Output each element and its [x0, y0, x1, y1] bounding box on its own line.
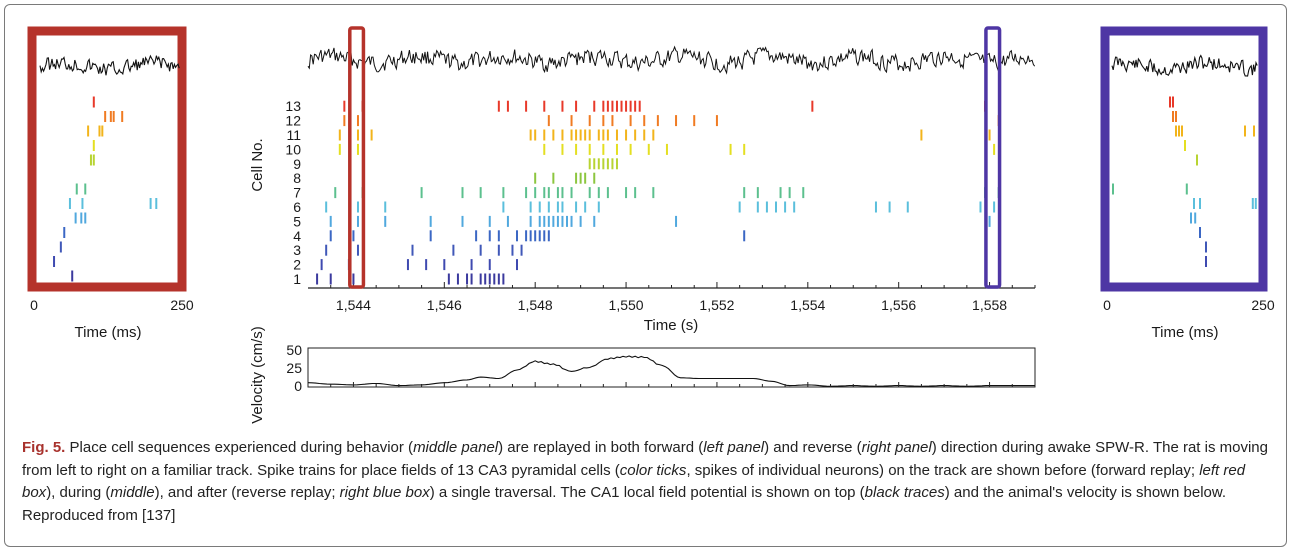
raster-ylabel: Cell No.	[249, 138, 266, 191]
figure-label: Fig. 5.	[22, 439, 66, 456]
figure-graphic: 0 250 Time (ms) 1,544 1,546 1,548 1,550 1,55…	[27, 26, 1275, 424]
cell-label: 2	[293, 257, 301, 273]
caption-segment: ), and after (reverse replay;	[154, 484, 340, 501]
behavior-lfp-trace	[307, 45, 1036, 75]
caption-segment: black traces	[864, 484, 945, 501]
cell-label: 3	[293, 242, 301, 258]
reverse-replay-panel: 0 250 Time (ms)	[1100, 26, 1275, 341]
caption-segment: middle	[110, 484, 155, 501]
velocity-ytick-0: 0	[294, 378, 302, 394]
cell-label: 8	[293, 170, 301, 186]
velocity-ytick-25: 25	[286, 360, 302, 376]
velocity-ytick-50: 50	[286, 342, 302, 358]
forward-replay-panel: 0 250 Time (ms)	[27, 26, 194, 341]
cell-label: 10	[285, 141, 301, 157]
caption-segment: ) direction during awake SPW-R. The rat …	[22, 439, 1268, 479]
reverse-xlabel: Time (ms)	[1152, 324, 1219, 341]
caption-segment: ) and reverse (	[764, 439, 862, 456]
cell-label: 7	[293, 185, 301, 201]
reverse-replay-box	[1100, 26, 1268, 292]
figure-caption: Fig. 5. Place cell sequences experienced…	[22, 437, 1272, 527]
caption-segment: ) a single traversal. The CA1 local fiel…	[429, 484, 865, 501]
reverse-lfp-trace	[1111, 54, 1258, 77]
cell-label: 11	[286, 127, 301, 143]
x-tick-label: 1,552	[699, 297, 734, 313]
cell-label: 9	[293, 156, 301, 172]
reverse-spike-raster	[1112, 96, 1257, 267]
cell-label: 12	[285, 113, 301, 129]
x-tick-label: 1,556	[881, 297, 916, 313]
caption-segment: middle panel	[413, 439, 499, 456]
caption-segment: , spikes of individual neurons) on the t…	[686, 461, 1200, 479]
figure-frame	[4, 4, 1287, 547]
caption-segment: ) are replayed in both forward (	[498, 439, 704, 456]
x-tick-label: 1,550	[609, 297, 644, 313]
velocity-panel: 50 25 0 Velocity (cm/s)	[249, 326, 1036, 424]
behavior-spike-raster	[316, 100, 1000, 285]
caption-segment: left panel	[703, 439, 765, 456]
velocity-axes	[307, 347, 1036, 388]
caption-segment: ), during (	[46, 484, 111, 501]
forward-xlabel: Time (ms)	[75, 324, 142, 341]
reverse-xtick-250: 250	[1251, 297, 1275, 313]
behavior-panel: 1,544 1,546 1,548 1,550 1,552 1,554 1,556 1,558…	[249, 26, 1036, 334]
raster-x-ticks: 1,544 1,546 1,548 1,550 1,552 1,554 1,556 1,558	[330, 282, 1036, 313]
cell-label: 1	[293, 271, 301, 287]
cell-label: 5	[293, 213, 301, 229]
x-tick-label: 1,558	[972, 297, 1007, 313]
caption-segment: color ticks	[619, 461, 687, 479]
forward-spike-raster	[53, 96, 158, 282]
cell-label: 6	[293, 199, 301, 215]
caption-segment: right panel	[861, 439, 932, 456]
cell-label: 13	[285, 98, 301, 114]
forward-xtick-250: 250	[170, 297, 194, 313]
x-tick-label: 1,554	[790, 297, 825, 313]
caption-segment: ) and the animal's velocity is shown bel…	[22, 484, 1227, 524]
x-tick-label: 1,548	[518, 297, 553, 313]
raster-xlabel: Time (s)	[644, 317, 698, 334]
reverse-xtick-0: 0	[1103, 297, 1111, 313]
forward-lfp-trace	[39, 54, 180, 76]
forward-window-box	[348, 26, 366, 289]
velocity-ylabel: Velocity (cm/s)	[249, 326, 266, 424]
x-tick-label: 1,546	[427, 297, 462, 313]
caption-segment: right blue box	[339, 484, 430, 501]
caption-segment: left red box	[22, 461, 1246, 502]
forward-xtick-0: 0	[30, 297, 38, 313]
caption-segment: Place cell sequences experienced during …	[65, 439, 414, 456]
velocity-trace	[307, 355, 1035, 387]
caption-text: Place cell sequences experienced during …	[22, 439, 1268, 524]
velocity-x-ticks	[330, 382, 1036, 387]
reverse-window-box	[984, 26, 1002, 289]
cell-label: 4	[293, 228, 301, 244]
forward-replay-box	[27, 26, 187, 292]
x-tick-label: 1,544	[336, 297, 371, 313]
